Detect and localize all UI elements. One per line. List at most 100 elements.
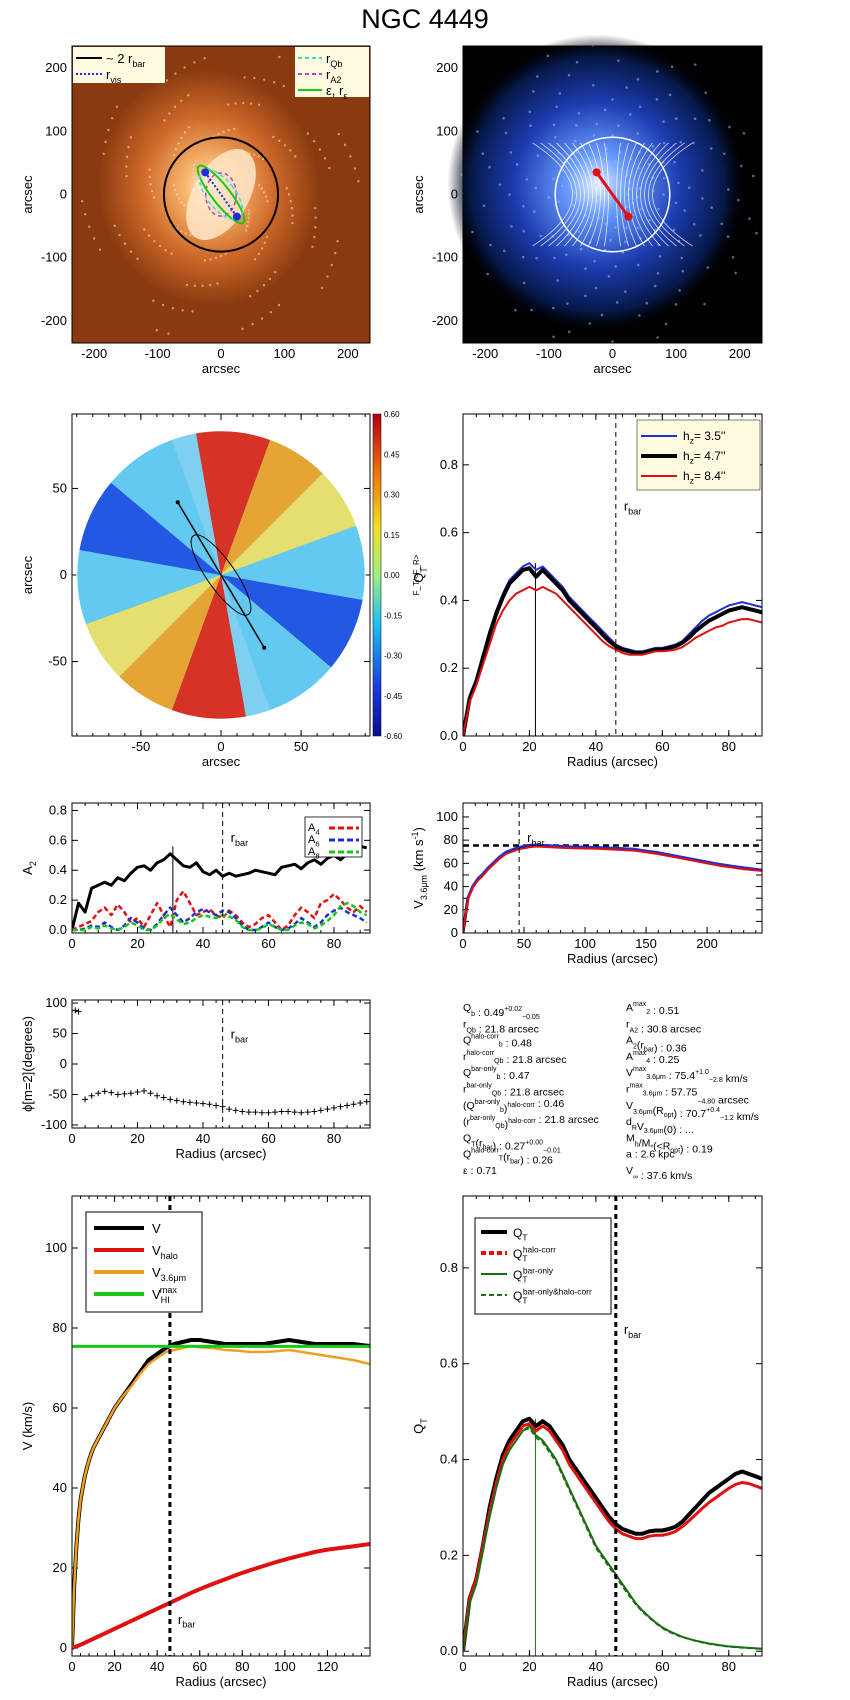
star-dot	[127, 145, 130, 149]
data-group	[463, 843, 762, 933]
star-dot	[150, 189, 154, 193]
star-dot	[614, 160, 617, 163]
star-dot	[553, 256, 556, 260]
star-dot	[699, 234, 702, 237]
star-dot	[306, 132, 310, 135]
star-dot	[111, 117, 114, 120]
star-dot	[575, 124, 578, 127]
scatter-point	[232, 1107, 239, 1114]
star-dot	[498, 183, 502, 186]
star-dot	[265, 235, 269, 239]
y-tick-label: 0	[60, 1640, 67, 1655]
force-contour	[624, 142, 637, 247]
y-tick-label: 0.4	[440, 592, 458, 607]
star-dot	[194, 159, 197, 162]
x-tick-label: -200	[472, 346, 498, 361]
star-dot	[187, 125, 191, 129]
star-dot	[611, 134, 614, 137]
star-dot	[183, 66, 186, 69]
star-dot	[211, 168, 214, 171]
y-tick-label: 0.6	[49, 832, 67, 847]
scatter-point	[75, 1008, 82, 1015]
star-dot	[115, 105, 119, 108]
axes-frame	[71, 999, 371, 1129]
legend-label: QTbar-only	[513, 1266, 554, 1285]
y-tick-label: 0.0	[49, 922, 67, 937]
axes-frame	[71, 413, 371, 737]
scatter-point	[206, 1101, 213, 1108]
bar-end	[262, 645, 267, 650]
param-row: Qb : 0.49+0.02−0.05	[463, 1002, 540, 1021]
star-dot	[710, 206, 713, 209]
star-dot	[172, 153, 176, 157]
x-tick-label: 80	[235, 1659, 249, 1674]
star-dot	[171, 306, 175, 310]
star-dot	[645, 301, 649, 305]
param-row: ε : 0.71	[463, 1165, 497, 1177]
series-qt	[463, 1416, 762, 1652]
axes-frame	[462, 802, 763, 934]
star-dot	[510, 225, 513, 228]
star-dot	[638, 105, 642, 109]
scatter-point	[317, 1107, 324, 1114]
y-axis-label: arcsec	[20, 175, 35, 214]
y-tick-label: 40	[53, 1480, 67, 1495]
star-dot	[552, 177, 555, 181]
colorbar-tick-label: -0.15	[384, 611, 403, 620]
star-dot	[528, 110, 532, 114]
star-dot	[535, 75, 539, 78]
star-dot	[152, 299, 155, 303]
star-dot	[168, 112, 171, 115]
star-dot	[289, 149, 292, 152]
star-dot	[266, 200, 269, 203]
star-dot	[192, 167, 195, 171]
series-qt-bar-only-halo-corr	[463, 1427, 762, 1652]
y-tick-label: 100	[45, 995, 67, 1010]
star-dot	[282, 84, 286, 88]
star-dot	[571, 203, 575, 207]
star-dot	[252, 153, 256, 156]
star-dot	[707, 118, 711, 122]
y-tick-label: 0.8	[440, 457, 458, 472]
star-dot	[706, 266, 710, 269]
axes-frame	[71, 1195, 371, 1657]
star-dot	[748, 217, 751, 220]
star-dot	[180, 200, 183, 204]
force-contour	[636, 142, 661, 247]
x-tick-label: 40	[150, 1659, 164, 1674]
scatter-point	[258, 1109, 265, 1116]
scatter-point	[291, 1109, 298, 1116]
star-dot	[192, 163, 196, 167]
scatter-point	[167, 1096, 174, 1103]
param-row: V3.6μm(Ropt) : 70.7+0.4−1.2 km/s	[626, 1100, 759, 1123]
star-dot	[692, 141, 695, 145]
star-dot	[636, 226, 640, 230]
star-dot	[218, 229, 221, 232]
series-v	[72, 1338, 370, 1649]
star-dot	[290, 207, 294, 210]
panel-p9: 0 20 40 60 80 100 120 0 20 40 60 80 100 Radius (arcse…	[20, 1195, 371, 1689]
panel-p4: 0 20 40 60 80 0.0 0.2 0.4 0.6 0.8 Radius (arcsec) r…	[411, 413, 763, 769]
legend-label: hz= 3.5''	[683, 429, 725, 446]
star-dot	[164, 249, 167, 252]
heatmap-edge	[76, 430, 366, 720]
galaxy-glow	[447, 34, 748, 335]
legend-label: A4	[308, 822, 320, 836]
star-dot	[662, 176, 666, 180]
force-contour	[648, 142, 685, 247]
scatter-point	[265, 1109, 272, 1116]
param-row: rA2 : 30.8 arcsec	[626, 1018, 701, 1035]
y-tick-label: 0.2	[440, 660, 458, 675]
star-dot	[514, 308, 517, 312]
star-dot	[188, 233, 192, 237]
y-axis-label: QT	[411, 567, 429, 583]
star-dot	[553, 135, 557, 139]
x-axis-label: arcsec	[202, 361, 241, 376]
star-dot	[489, 243, 492, 247]
scatter-point	[141, 1087, 148, 1094]
star-dot	[504, 131, 508, 135]
x-tick-label: -50	[131, 739, 150, 754]
star-dot	[225, 222, 229, 225]
star-dot	[564, 253, 568, 257]
star-dot	[129, 250, 133, 253]
